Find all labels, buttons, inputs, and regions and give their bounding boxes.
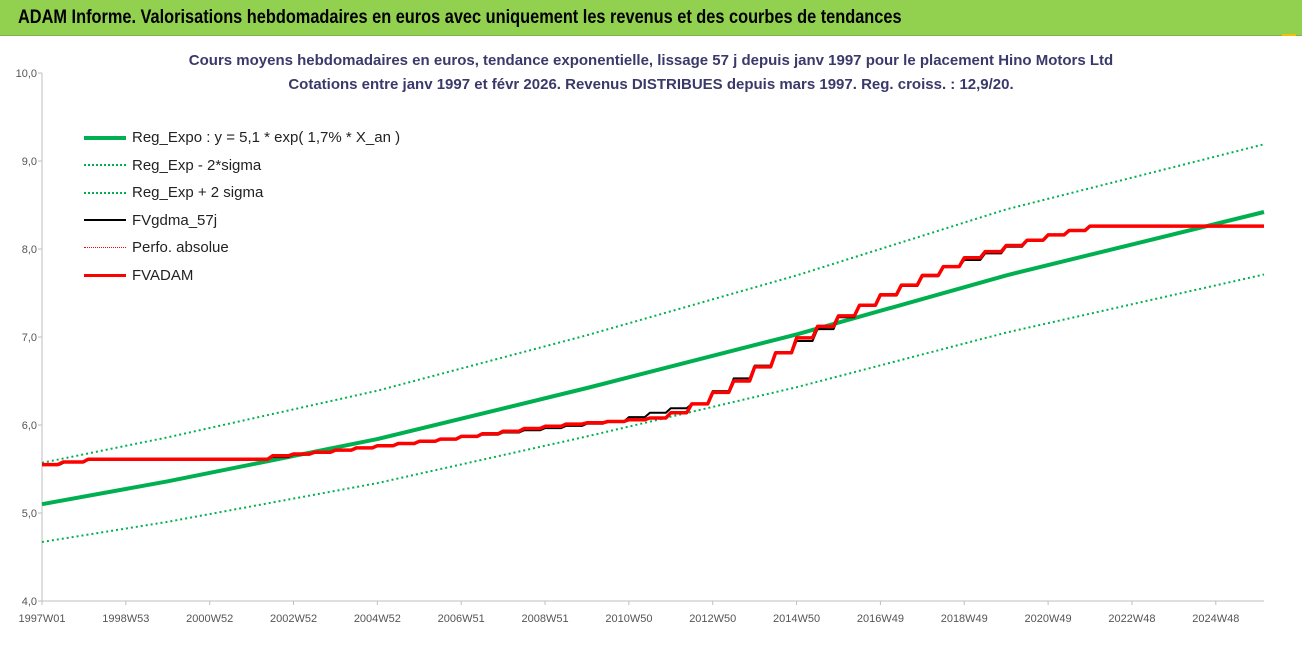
legend-item-perfo: Perfo. absolue [84, 234, 400, 262]
legend-item-reg-expo: Reg_Expo : y = 5,1 * exp( 1,7% * X_an ) [84, 124, 400, 152]
series-line-reg-expo [41, 210, 1265, 507]
legend-label: FVgdma_57j [132, 211, 218, 229]
x-tick-label: 2008W51 [522, 613, 569, 625]
legend-swatch [84, 191, 126, 194]
legend-swatch [84, 164, 126, 167]
legend-item-reg-plus: Reg_Exp + 2 sigma [84, 179, 400, 207]
x-tick-label: 2022W48 [1108, 613, 1155, 625]
chart-title-line2: Cotations entre janv 1997 et févr 2026. … [288, 76, 1014, 93]
y-tick-label: 7,0 [22, 332, 37, 344]
x-tick-label: 2004W52 [354, 613, 401, 625]
x-tick-label: 2018W49 [941, 613, 988, 625]
legend-label: Reg_Exp - 2*sigma [132, 156, 262, 174]
banner-title: ADAM Informe. Valorisations hebdomadaire… [18, 7, 902, 28]
x-tick-label: 2000W52 [186, 613, 233, 625]
x-tick-label: 2012W50 [689, 613, 736, 625]
legend-label: Reg_Exp + 2 sigma [132, 184, 264, 202]
series-line-reg-minus [41, 273, 1265, 543]
chart-title-line1: Cours moyens hebdomadaires en euros, ten… [188, 52, 1114, 69]
y-tick-label: 9,0 [22, 156, 37, 168]
x-tick-label: 2002W52 [270, 613, 317, 625]
y-tick-label: 5,0 [22, 508, 37, 520]
chart-svg: 4,0 5,0 6,0 7,0 8,0 9,0 10,0 1997W01 1998W53 2000… [16, 68, 1265, 625]
legend-swatch [84, 247, 126, 249]
legend-item-fvgdma: FVgdma_57j [84, 207, 400, 235]
legend-label: FVADAM [132, 266, 194, 284]
series-line-fvadam [42, 224, 1264, 467]
corner-marker [1282, 34, 1296, 36]
x-tick-label: 2006W51 [438, 613, 485, 625]
x-tick-label: 2020W49 [1025, 613, 1072, 625]
legend-label: Reg_Expo : y = 5,1 * exp( 1,7% * X_an ) [132, 129, 401, 147]
y-tick-label: 6,0 [22, 420, 37, 432]
x-tick-label: 2024W48 [1192, 613, 1239, 625]
x-tick-label: 1997W01 [18, 613, 65, 625]
x-tick-label: 1998W53 [102, 613, 149, 625]
legend-label: Perfo. absolue [132, 239, 229, 257]
legend-item-reg-minus: Reg_Exp - 2*sigma [84, 152, 400, 180]
x-tick-label: 2014W50 [773, 613, 820, 625]
y-tick-label: 8,0 [22, 244, 37, 256]
legend-swatch [84, 219, 126, 222]
y-tick-label: 4,0 [22, 596, 37, 608]
chart-area: 4,0 5,0 6,0 7,0 8,0 9,0 10,0 1997W01 1998W53 2000… [0, 36, 1302, 653]
y-tick-label: 10,0 [16, 68, 37, 80]
legend-swatch [84, 135, 126, 140]
legend: Reg_Expo : y = 5,1 * exp( 1,7% * X_an ) R… [84, 124, 400, 289]
x-tick-label: 2016W49 [857, 613, 904, 625]
title-banner: ADAM Informe. Valorisations hebdomadaire… [0, 0, 1302, 36]
legend-item-fvadam: FVADAM [84, 262, 400, 290]
x-tick-label: 2010W50 [605, 613, 652, 625]
legend-swatch [84, 273, 126, 277]
